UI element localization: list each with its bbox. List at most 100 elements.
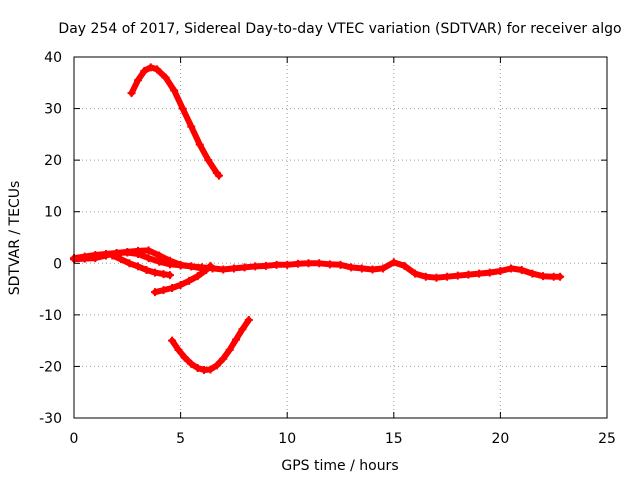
data-point [133, 246, 142, 255]
data-point [219, 265, 228, 274]
data-point [304, 259, 313, 268]
data-point [443, 272, 452, 281]
y-tick-label: -20 [39, 359, 62, 375]
data-point [496, 267, 505, 276]
data-point [159, 270, 168, 279]
data-point [187, 262, 196, 271]
y-tick-label: 30 [44, 102, 62, 118]
data-point [379, 264, 388, 273]
data-point [193, 272, 202, 281]
y-tick-label: 40 [44, 50, 62, 66]
plot-frame [73, 56, 608, 419]
data-point [151, 288, 160, 297]
data-point [168, 336, 177, 345]
data-point [315, 259, 324, 268]
y-axis-label: SDTVAR / TECUs [7, 181, 23, 296]
data-point [238, 325, 247, 334]
x-tick-label: 0 [70, 431, 79, 447]
data-point [528, 269, 537, 278]
y-tick-labels: -30 -20 -10 0 10 20 30 40 [39, 50, 62, 427]
data-point [125, 259, 134, 268]
data-point [161, 73, 170, 82]
data-point [411, 269, 420, 278]
data-point [453, 271, 462, 280]
data-point [193, 363, 202, 372]
y-tick-label: 20 [44, 153, 62, 169]
data-point [400, 261, 409, 270]
x-tick-label: 15 [385, 431, 403, 447]
data-point [272, 260, 281, 269]
data-point [165, 256, 174, 265]
y-tick-label: 10 [44, 205, 62, 221]
x-axis-label: GPS time / hours [281, 458, 398, 474]
x-tick-labels: 0 5 10 15 20 25 [70, 431, 616, 447]
data-point [153, 65, 162, 74]
data-point [142, 265, 151, 274]
data-point [464, 270, 473, 279]
data-point [159, 286, 168, 295]
data-point [214, 171, 223, 180]
data-point [507, 264, 516, 273]
data-point [174, 345, 183, 354]
data-point [232, 335, 241, 344]
data-point [485, 268, 494, 277]
data-point [240, 263, 249, 272]
data-point [165, 271, 174, 280]
data-point [293, 259, 302, 268]
data-point [195, 140, 204, 149]
data-point [251, 262, 260, 271]
data-point [219, 354, 228, 363]
data-point [229, 264, 238, 273]
data-point [283, 260, 292, 269]
data-point [389, 258, 398, 267]
data-point [168, 284, 177, 293]
data-point [206, 261, 215, 270]
axis-ticks [73, 56, 608, 419]
data-point [475, 269, 484, 278]
data-point [108, 251, 117, 260]
chart-title: Day 254 of 2017, Sidereal Day-to-day VTE… [58, 21, 621, 37]
data-point [151, 268, 160, 277]
data-point [325, 260, 334, 269]
data-point [204, 156, 213, 165]
data-point [212, 361, 221, 370]
data-point [146, 63, 155, 72]
data-point [368, 265, 377, 274]
data-point [347, 263, 356, 272]
x-tick-label: 20 [491, 431, 509, 447]
data-point [178, 104, 187, 113]
data-point [144, 254, 153, 263]
x-tick-label: 5 [176, 431, 185, 447]
data-layer [70, 63, 565, 375]
data-point [133, 76, 142, 85]
data-point [539, 272, 548, 281]
data-point [556, 272, 565, 281]
data-point [140, 66, 149, 75]
data-point [144, 246, 153, 255]
y-tick-label: -30 [39, 411, 62, 427]
data-point [91, 254, 100, 263]
data-point [185, 276, 194, 285]
x-tick-label: 10 [278, 431, 296, 447]
y-tick-label: 0 [53, 256, 62, 272]
data-point [432, 273, 441, 282]
data-point [187, 359, 196, 368]
data-point [225, 345, 234, 354]
data-point [202, 265, 211, 274]
data-point [80, 254, 89, 263]
data-point [123, 247, 132, 256]
data-point [127, 89, 136, 98]
data-point [357, 264, 366, 273]
data-point [421, 272, 430, 281]
data-point [116, 255, 125, 264]
y-tick-label: -10 [39, 308, 62, 324]
data-point [244, 316, 253, 325]
data-point [133, 262, 142, 271]
data-point [170, 86, 179, 95]
data-point [176, 280, 185, 289]
data-point [517, 265, 526, 274]
data-point [155, 251, 164, 260]
data-point [336, 260, 345, 269]
